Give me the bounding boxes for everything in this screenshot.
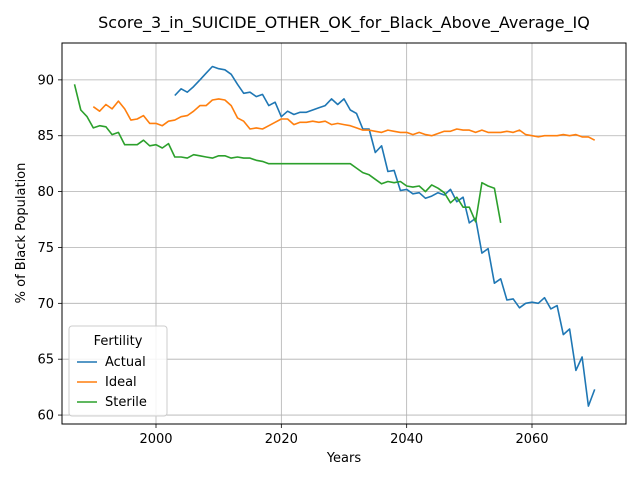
x-axis-label: Years [326,451,362,466]
y-tick-label: 85 [37,129,54,144]
legend-title: Fertility [94,334,143,349]
y-tick-label: 80 [37,185,54,200]
chart-title: Score_3_in_SUICIDE_OTHER_OK_for_Black_Ab… [98,13,590,33]
legend-entry-actual: Actual [105,355,146,370]
series-line-sterile [73,84,502,224]
legend: Fertility Actual Ideal Sterile [68,325,168,417]
series-line-ideal [92,98,596,141]
x-tick-label: 2000 [139,432,172,447]
x-tick-label: 2040 [390,432,423,447]
y-tick-label: 65 [37,353,54,368]
axis-ticks: 2000 2020 2040 2060 60 65 70 75 80 85 90 [37,73,548,447]
y-axis-label: % of Black Population [14,163,29,304]
plot-frame [61,42,627,425]
y-tick-label: 90 [37,73,54,88]
y-tick-label: 70 [37,297,54,312]
x-tick-label: 2060 [515,432,548,447]
series-lines [73,65,596,407]
x-tick-label: 2020 [265,432,298,447]
y-tick-label: 75 [37,241,54,256]
legend-entry-ideal: Ideal [105,375,137,390]
legend-box [68,325,168,417]
legend-entry-sterile: Sterile [105,395,147,410]
y-tick-label: 60 [37,409,54,424]
series-line-actual [174,65,596,407]
